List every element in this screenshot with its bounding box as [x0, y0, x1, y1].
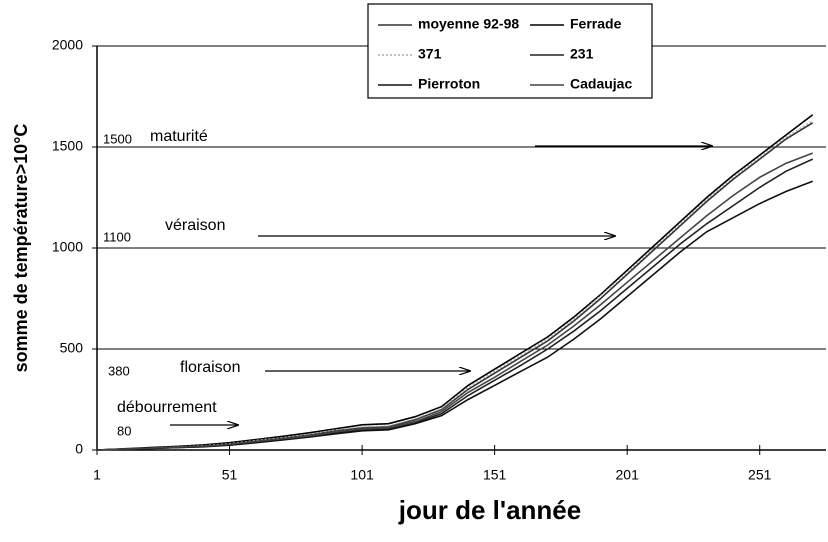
- legend-label: 231: [570, 46, 594, 62]
- annotation-label: débourrement: [117, 399, 217, 416]
- y-tick-label: 2000: [52, 37, 83, 53]
- y-tick-label: 0: [75, 441, 83, 457]
- x-tick-label: 251: [748, 467, 772, 483]
- annotation-value: 1100: [103, 229, 131, 244]
- legend-label: Pierroton: [418, 76, 480, 92]
- x-tick-label: 101: [350, 467, 374, 483]
- series-line: [96, 114, 814, 451]
- legend-label: moyenne 92-98: [418, 16, 519, 32]
- series-line: [96, 152, 813, 451]
- x-tick-label: 51: [222, 467, 238, 483]
- annotation-label: maturité: [150, 128, 208, 145]
- y-tick-label: 1500: [52, 138, 83, 154]
- legend-label: 371: [418, 46, 442, 62]
- annotation-value: 1500: [103, 131, 132, 146]
- x-tick-label: 1: [93, 467, 101, 483]
- y-axis-title: somme de température>10°C: [11, 124, 31, 373]
- y-tick-label: 500: [60, 340, 84, 356]
- legend-label: Ferrade: [570, 16, 622, 32]
- x-tick-label: 151: [483, 467, 507, 483]
- y-tick-label: 1000: [52, 239, 83, 255]
- annotation-label: floraison: [180, 359, 240, 376]
- annotation-label: véraison: [165, 217, 225, 234]
- series-line: [96, 120, 814, 451]
- legend-label: Cadaujac: [570, 76, 632, 92]
- annotation-value: 80: [117, 423, 131, 438]
- x-tick-label: 201: [616, 467, 640, 483]
- legend-box: [367, 3, 653, 99]
- annotation-value: 380: [108, 363, 130, 378]
- x-axis-title: jour de l'année: [398, 495, 581, 525]
